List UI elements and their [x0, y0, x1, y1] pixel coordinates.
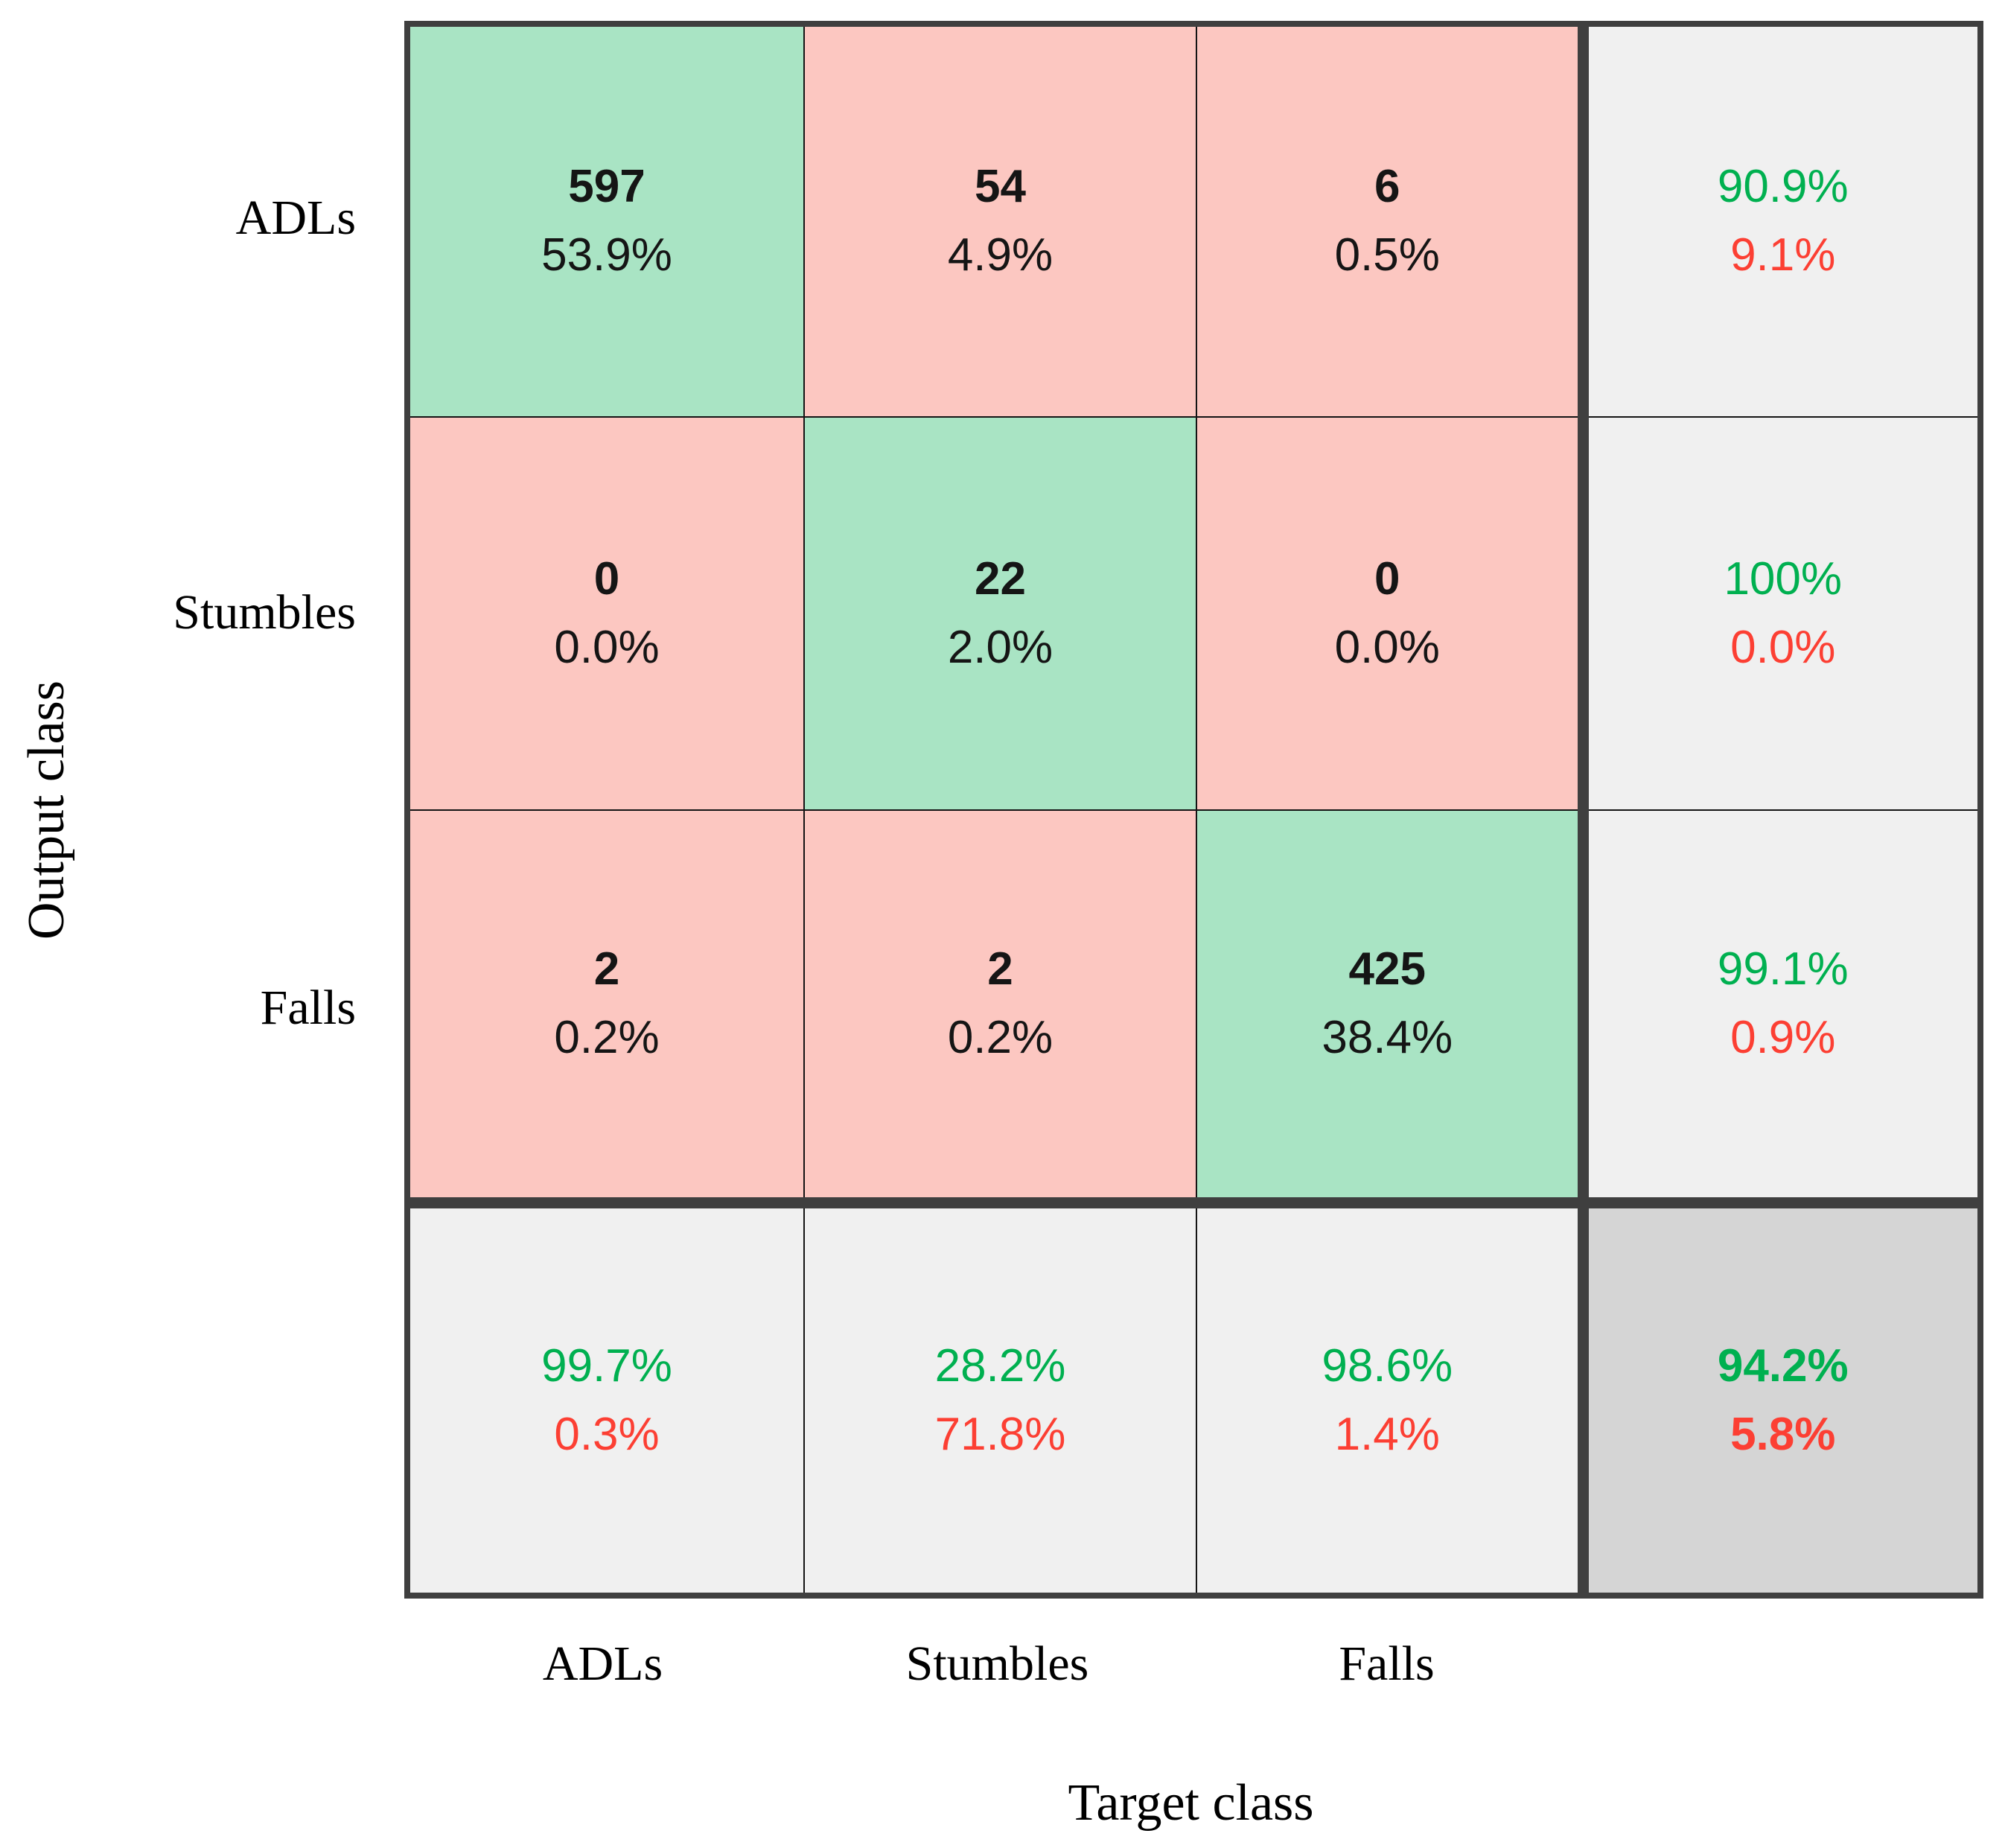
cell-count: 0 [593, 552, 620, 605]
overall-accuracy: 94.2% [1717, 1339, 1849, 1392]
row-summary-falls: 99.1% 0.9% [1577, 809, 1981, 1204]
matrix-row-falls: 2 0.2% 2 0.2% 425 38.4% 99.1% 0.9% [407, 809, 1981, 1204]
confusion-matrix-table: 597 53.9% 54 4.9% 6 0.5% 90.9% 9.1% 0 0.… [404, 21, 1983, 1599]
cell-percent: 0.5% [1334, 229, 1440, 281]
col-summary-stumbles: 28.2% 71.8% [803, 1197, 1197, 1596]
cell-count: 2 [593, 943, 620, 995]
cell-falls-stumbles: 2 0.2% [803, 809, 1197, 1204]
col-label-stumbles: Stumbles [905, 1637, 1089, 1691]
cell-percent: 53.9% [541, 229, 672, 281]
cell-count: 54 [975, 161, 1026, 213]
cell-count: 2 [987, 943, 1013, 995]
row-label-adls: ADLs [235, 191, 356, 245]
col-error-rate: 71.8% [934, 1408, 1066, 1460]
row-error-rate: 0.0% [1730, 621, 1836, 673]
row-precision: 99.1% [1717, 943, 1849, 995]
col-label-adls: ADLs [542, 1637, 663, 1691]
cell-falls-adls: 2 0.2% [407, 809, 805, 1204]
row-label-falls: Falls [260, 981, 356, 1035]
col-summary-falls: 98.6% 1.4% [1196, 1197, 1584, 1596]
cell-count: 425 [1348, 943, 1426, 995]
col-error-rate: 1.4% [1334, 1408, 1440, 1460]
x-axis-title: Target class [1068, 1774, 1314, 1832]
col-label-falls: Falls [1339, 1637, 1435, 1691]
cell-stumbles-stumbles: 22 2.0% [803, 415, 1197, 811]
cell-stumbles-falls: 0 0.0% [1196, 415, 1584, 811]
cell-count: 0 [1374, 552, 1400, 605]
matrix-row-adls: 597 53.9% 54 4.9% 6 0.5% 90.9% 9.1% [407, 23, 1981, 418]
cell-percent: 0.2% [554, 1012, 660, 1064]
row-error-rate: 0.9% [1730, 1012, 1836, 1064]
col-error-rate: 0.3% [554, 1408, 660, 1460]
cell-count: 6 [1374, 161, 1400, 213]
row-label-stumbles: Stumbles [173, 585, 356, 640]
cell-percent: 2.0% [947, 621, 1053, 673]
col-recall: 98.6% [1322, 1339, 1453, 1392]
row-summary-adls: 90.9% 9.1% [1577, 23, 1981, 418]
cell-adls-stumbles: 54 4.9% [803, 23, 1197, 418]
cell-stumbles-adls: 0 0.0% [407, 415, 805, 811]
overall-error-rate: 5.8% [1730, 1408, 1836, 1460]
cell-percent: 4.9% [947, 229, 1053, 281]
cell-count: 597 [568, 161, 646, 213]
cell-adls-falls: 6 0.5% [1196, 23, 1584, 418]
col-recall: 28.2% [934, 1339, 1066, 1392]
col-recall: 99.7% [541, 1339, 672, 1392]
cell-percent: 0.0% [554, 621, 660, 673]
cell-percent: 0.2% [947, 1012, 1053, 1064]
matrix-row-stumbles: 0 0.0% 22 2.0% 0 0.0% 100% 0.0% [407, 415, 1981, 811]
cell-percent: 0.0% [1334, 621, 1440, 673]
row-precision: 90.9% [1717, 161, 1849, 213]
row-summary-stumbles: 100% 0.0% [1577, 415, 1981, 811]
row-error-rate: 9.1% [1730, 229, 1836, 281]
cell-falls-falls: 425 38.4% [1196, 809, 1584, 1204]
matrix-summary-row: 99.7% 0.3% 28.2% 71.8% 98.6% 1.4% 94.2% … [407, 1197, 1981, 1596]
cell-percent: 38.4% [1322, 1012, 1453, 1064]
overall-accuracy-cell: 94.2% 5.8% [1577, 1197, 1981, 1596]
cell-count: 22 [975, 552, 1026, 605]
cell-adls-adls: 597 53.9% [407, 23, 805, 418]
col-summary-adls: 99.7% 0.3% [407, 1197, 805, 1596]
row-precision: 100% [1724, 552, 1843, 605]
